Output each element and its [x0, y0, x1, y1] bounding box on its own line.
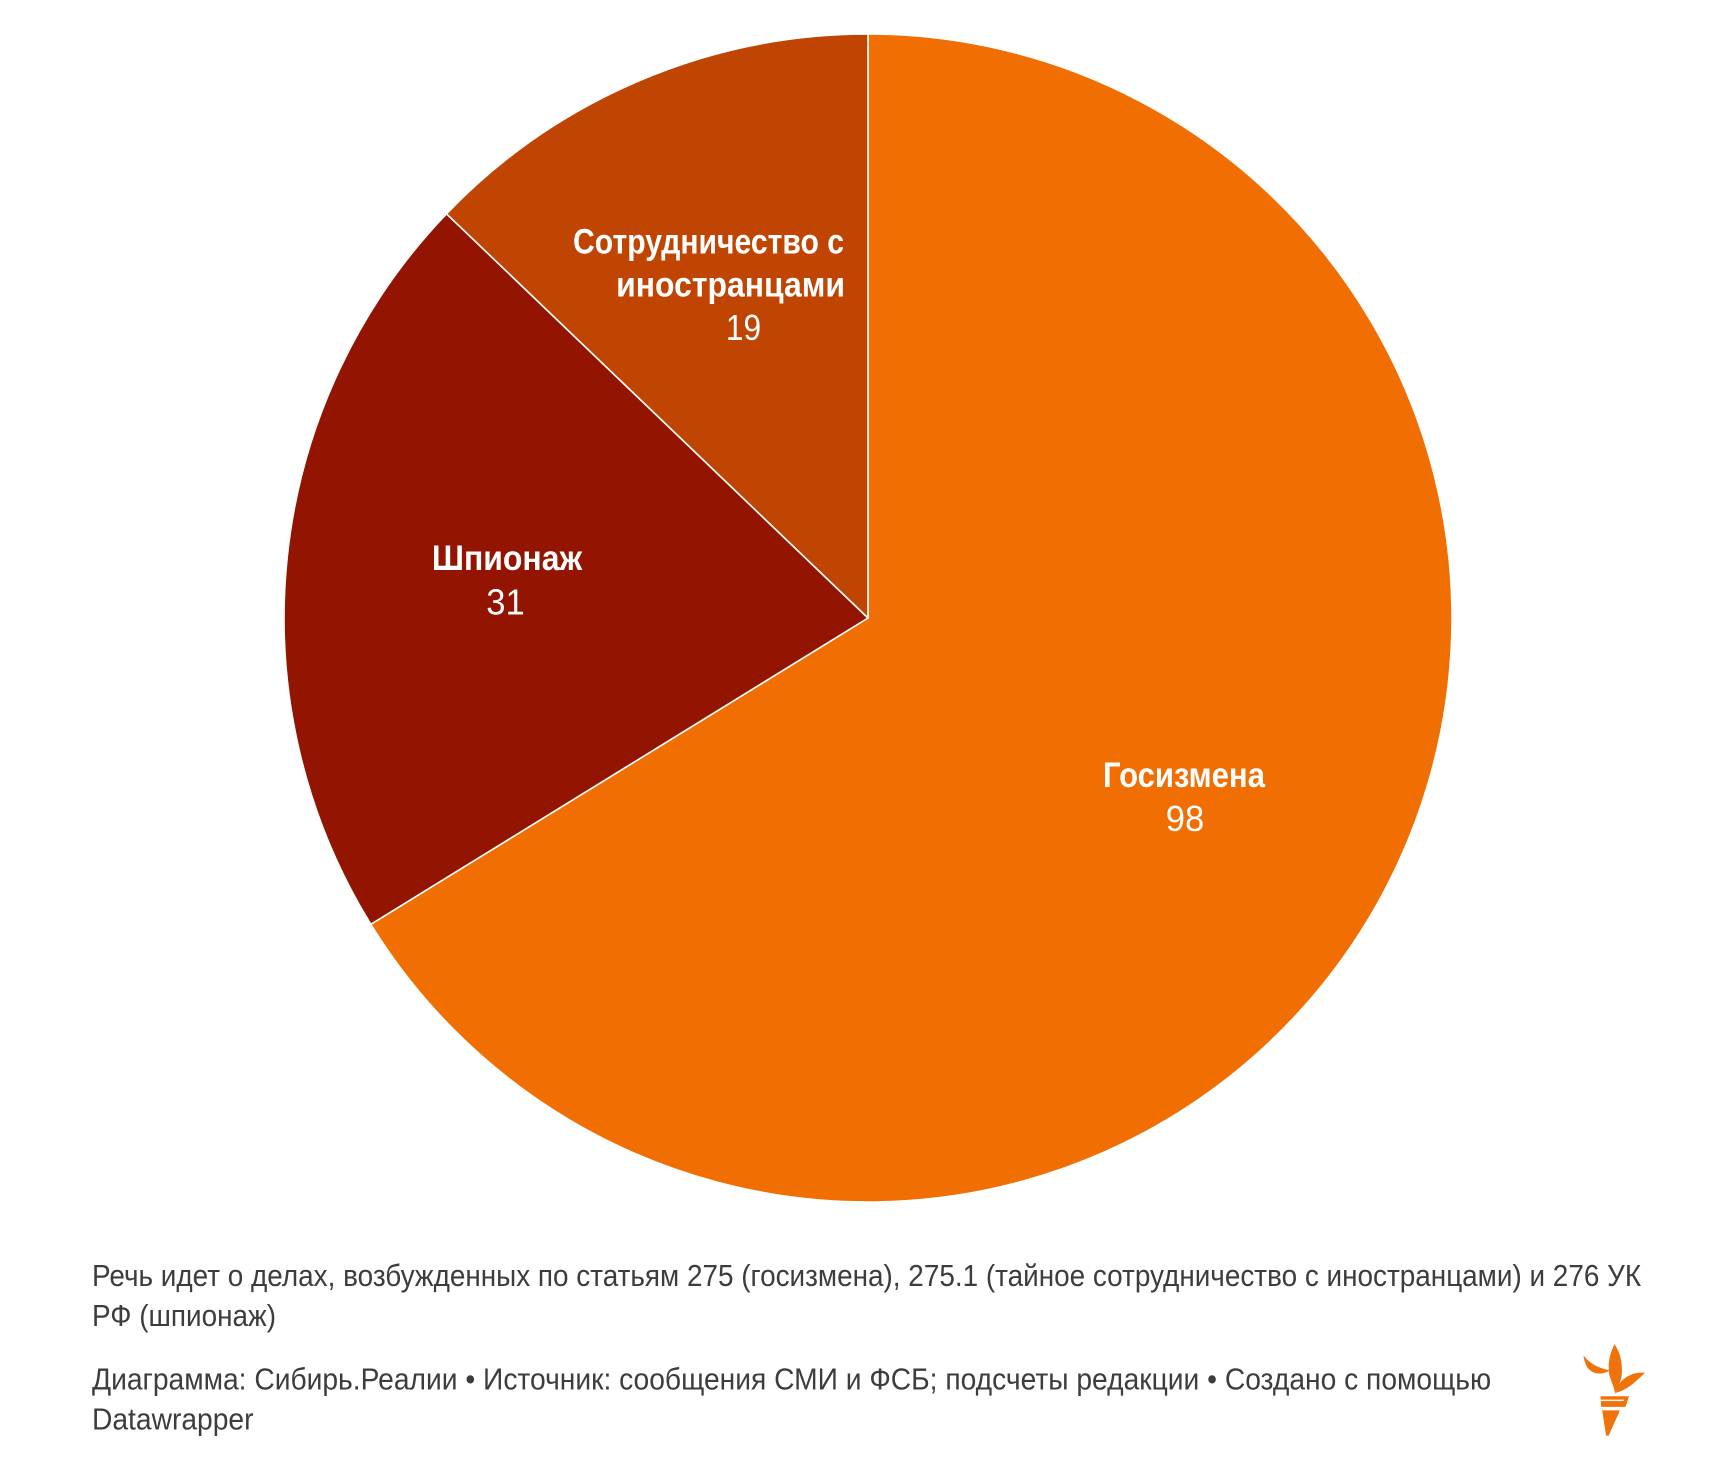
- svg-text:Диаграмма: Сибирь.Реалии • Ист: Диаграмма: Сибирь.Реалии • Источник: соо…: [92, 1363, 1491, 1398]
- svg-text:Сотрудничество с: Сотрудничество с: [573, 221, 844, 261]
- svg-text:РФ (шпионаж): РФ (шпионаж): [92, 1299, 276, 1334]
- svg-text:31: 31: [486, 583, 524, 623]
- svg-text:Речь идет о делах, возбужденны: Речь идет о делах, возбужденных по стать…: [92, 1259, 1641, 1294]
- svg-text:19: 19: [726, 308, 761, 348]
- svg-text:98: 98: [1166, 799, 1204, 839]
- svg-text:Шпионаж: Шпионаж: [432, 540, 583, 579]
- svg-text:Datawrapper: Datawrapper: [92, 1402, 254, 1437]
- svg-text:Госизмена: Госизмена: [1103, 756, 1266, 795]
- svg-text:иностранцами: иностранцами: [616, 266, 845, 305]
